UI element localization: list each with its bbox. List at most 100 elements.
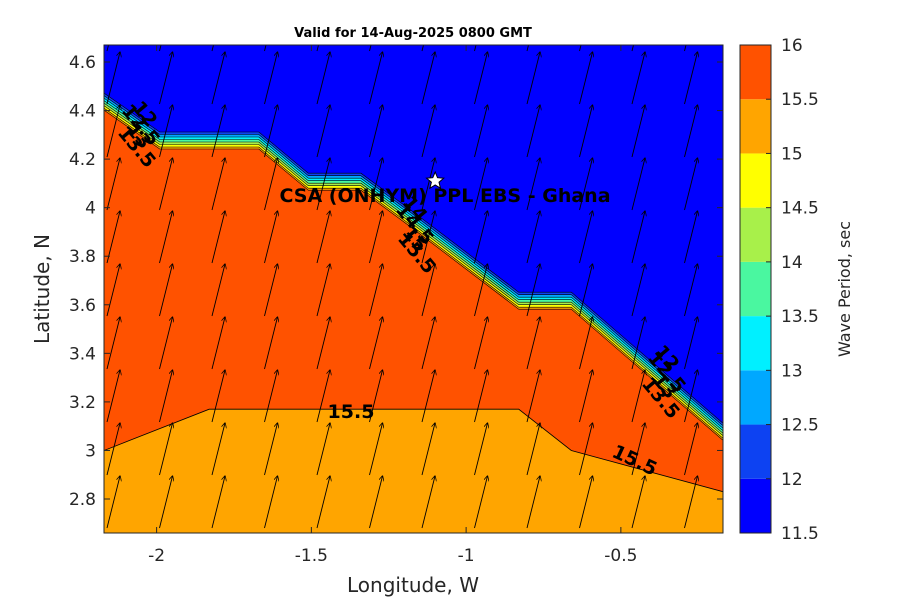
wave-arrow [211,317,225,370]
wave-arrow [684,317,698,370]
x-tick-label: -0.5 [604,546,637,566]
wave-arrow [106,52,120,105]
wave-arrow [579,317,593,370]
wave-arrow [369,105,383,158]
wave-arrow [474,211,488,264]
wave-arrow [474,317,488,370]
wave-arrow [106,105,120,158]
wave-arrow [106,211,120,264]
wave-arrow [316,158,330,211]
wave-arrow [526,52,540,105]
wave-arrow [526,211,540,264]
wave-arrow [684,476,698,529]
wave-arrow [369,264,383,317]
colorbar-tick-label: 13 [781,361,803,381]
wave-arrow [316,370,330,423]
wave-arrow [421,423,435,476]
wave-arrow [316,264,330,317]
wave-arrow [316,317,330,370]
wave-arrow [106,317,120,370]
contour-fills [104,45,723,533]
site-label: CSA (ONHYM) PPL EBS - Ghana [279,185,610,207]
wave-arrow [159,476,173,529]
wave-arrow [264,211,278,264]
wave-arrow [159,423,173,476]
wave-arrow [211,423,225,476]
colorbar-tick-label: 14 [781,253,803,273]
contour-label: 15.5 [328,401,375,423]
wave-arrow [211,476,225,529]
wave-arrow [159,370,173,423]
wave-arrow [264,264,278,317]
wave-arrow [421,317,435,370]
colorbar-tick-label: 11.5 [781,524,819,544]
wave-arrow [631,211,645,264]
wave-arrow [474,370,488,423]
wave-arrow [316,211,330,264]
wave-arrow [106,370,120,423]
wave-arrow [369,158,383,211]
wave-arrow [684,370,698,423]
y-tick-label: 3.8 [69,247,96,267]
y-tick-label: 4 [85,199,96,219]
wave-arrow [369,317,383,370]
y-tick-label: 4.2 [69,150,96,170]
wave-arrow [526,370,540,423]
wave-arrow [211,45,214,52]
wave-arrow [421,211,435,264]
plot-area: 1212.51313.51414.51515.515.515.51212.513… [104,45,723,533]
wave-arrow [684,423,698,476]
wave-arrow [211,105,225,158]
colorbar-segment [740,424,771,479]
chart-title: Valid for 14-Aug-2025 0800 GMT [294,26,532,41]
wave-arrow [159,105,173,158]
x-tick-label: -1.5 [295,546,328,566]
contour-band-15-15-5 [104,408,723,533]
colorbar: 16 15.5 15 14.5 14 13.5 13 12.5 12 11.5 [740,36,819,544]
wave-arrow [369,370,383,423]
colorbar-tick-label: 12 [781,470,803,490]
x-tick-label: -1 [458,546,475,566]
wave-arrow [106,423,120,476]
wave-arrow [369,423,383,476]
colorbar-segment [740,370,771,425]
wave-arrow [211,52,225,105]
wave-arrow [526,317,540,370]
wave-arrow [106,45,109,52]
wave-arrow [211,370,225,423]
wave-arrow [159,52,173,105]
wave-arrow [316,52,330,105]
y-tick-label: 3.6 [69,296,96,316]
wave-arrow [264,370,278,423]
wave-arrow [631,317,645,370]
wave-arrow [316,423,330,476]
colorbar-segment [740,153,771,208]
wave-arrow [579,211,593,264]
wave-arrow [421,476,435,529]
wave-arrow [526,476,540,529]
wave-arrow [579,264,593,317]
wave-arrow [474,158,488,211]
wave-direction-arrows [106,45,698,529]
wave-arrow [159,317,173,370]
colorbar-tick-label: 15 [781,144,803,164]
wave-arrow [316,105,330,158]
colorbar-tick-label: 13.5 [781,307,819,327]
wave-arrow [421,158,435,211]
wave-arrow [526,105,540,158]
colorbar-label: Wave Period, sec [835,221,854,357]
wave-arrow [369,211,383,264]
wave-arrow [421,264,435,317]
wave-arrow [526,158,540,211]
wave-arrow [369,52,383,105]
wave-arrow [631,158,645,211]
wave-arrow [579,158,593,211]
colorbar-tick-label: 15.5 [781,90,819,110]
wave-arrow [526,264,540,317]
wave-arrow [211,158,225,211]
wave-arrow [264,423,278,476]
x-axis-ticks: -2 -1.5 -1 -0.5 [148,45,637,566]
wave-arrow [264,158,278,211]
wave-arrow [684,158,698,211]
